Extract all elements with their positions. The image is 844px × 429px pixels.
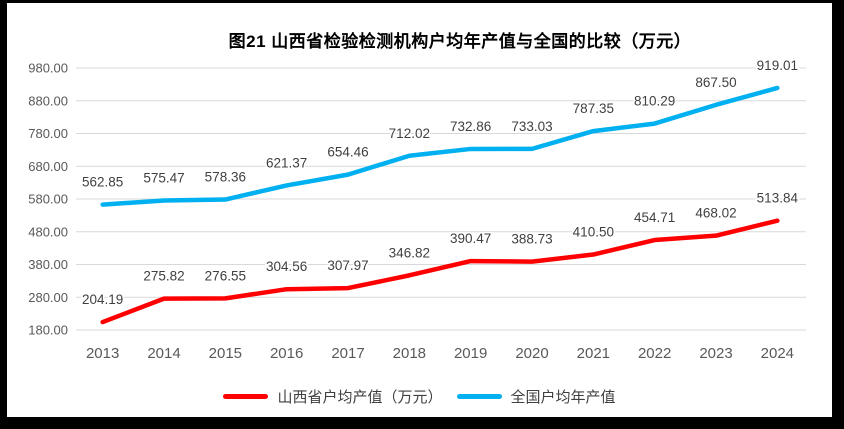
series-line-0 xyxy=(100,218,780,325)
data-label: 575.47 xyxy=(143,170,184,185)
x-tick-label: 2020 xyxy=(515,345,548,362)
chart-paper xyxy=(7,3,832,417)
x-tick-label: 2013 xyxy=(86,345,119,362)
legend-item-national: 全国户均年产值 xyxy=(456,386,616,407)
y-tick-label: 880.00 xyxy=(28,93,68,108)
data-label: 204.19 xyxy=(82,292,123,307)
legend-label-shanxi: 山西省户均产值（万元） xyxy=(277,389,443,406)
data-label: 919.01 xyxy=(757,58,798,73)
y-tick-label: 280.00 xyxy=(28,290,68,305)
x-tick-label: 2019 xyxy=(454,345,487,362)
data-label: 390.47 xyxy=(450,231,491,246)
data-label: 468.02 xyxy=(695,206,736,221)
data-label: 712.02 xyxy=(389,126,430,141)
data-label: 787.35 xyxy=(573,101,614,116)
x-tick-label: 2023 xyxy=(699,345,732,362)
data-label: 410.50 xyxy=(573,225,614,240)
data-label: 867.50 xyxy=(695,75,736,90)
legend-marker-national-line xyxy=(456,394,502,399)
y-tick-label: 980.00 xyxy=(28,61,68,76)
x-tick-label: 2024 xyxy=(761,345,794,362)
x-tick-label: 2017 xyxy=(331,345,364,362)
data-label: 733.03 xyxy=(511,119,552,134)
x-tick-label: 2016 xyxy=(270,345,303,362)
x-axis-tick-labels: 2013 2014 2015 2016 2017 2018 2019 2020 2021 2022… xyxy=(86,345,794,362)
data-label: 654.46 xyxy=(327,145,368,160)
data-label: 578.36 xyxy=(205,170,246,185)
y-tick-label: 780.00 xyxy=(28,126,68,141)
x-tick-label: 2014 xyxy=(147,345,180,362)
legend: 山西省户均产值（万元） 全国户均年产值 xyxy=(7,386,832,407)
data-labels-series-1: 562.85 575.47 578.36 621.37 654.46 712.02 732.… xyxy=(81,56,800,191)
legend-item-shanxi: 山西省户均产值（万元） xyxy=(223,386,443,407)
y-tick-label: 680.00 xyxy=(28,159,68,174)
y-tick-label: 380.00 xyxy=(28,257,68,272)
x-tick-label: 2018 xyxy=(393,345,426,362)
data-label: 307.97 xyxy=(327,258,368,273)
data-label: 276.55 xyxy=(205,268,246,283)
data-label: 810.29 xyxy=(634,94,675,109)
legend-marker-shanxi-line xyxy=(223,394,269,399)
x-tick-label: 2015 xyxy=(209,345,242,362)
data-label: 346.82 xyxy=(389,245,430,260)
y-tick-label: 480.00 xyxy=(28,224,68,239)
y-tick-label: 180.00 xyxy=(28,323,68,338)
data-label: 562.85 xyxy=(82,175,123,190)
data-label: 454.71 xyxy=(634,210,675,225)
data-label: 304.56 xyxy=(266,259,307,274)
y-tick-label: 580.00 xyxy=(28,192,68,207)
data-label: 732.86 xyxy=(450,119,491,134)
data-label: 513.84 xyxy=(757,191,799,206)
data-labels-series-0: 204.19 275.82 276.55 304.56 307.97 346.82 390.… xyxy=(81,189,800,308)
data-label: 388.73 xyxy=(511,232,552,247)
legend-label-national: 全国户均年产值 xyxy=(510,389,616,406)
data-label: 621.37 xyxy=(266,155,307,170)
y-axis-tick-labels: 180.00 280.00 380.00 480.00 580.00 680.00 780.… xyxy=(28,61,68,338)
series-line-1 xyxy=(100,85,780,207)
chart-title: 图21 山西省检验检测机构户均年产值与全国的比较（万元） xyxy=(228,32,692,51)
gridlines xyxy=(76,67,806,331)
x-tick-label: 2022 xyxy=(638,345,671,362)
x-tick-label: 2021 xyxy=(577,345,610,362)
data-label: 275.82 xyxy=(143,269,184,284)
